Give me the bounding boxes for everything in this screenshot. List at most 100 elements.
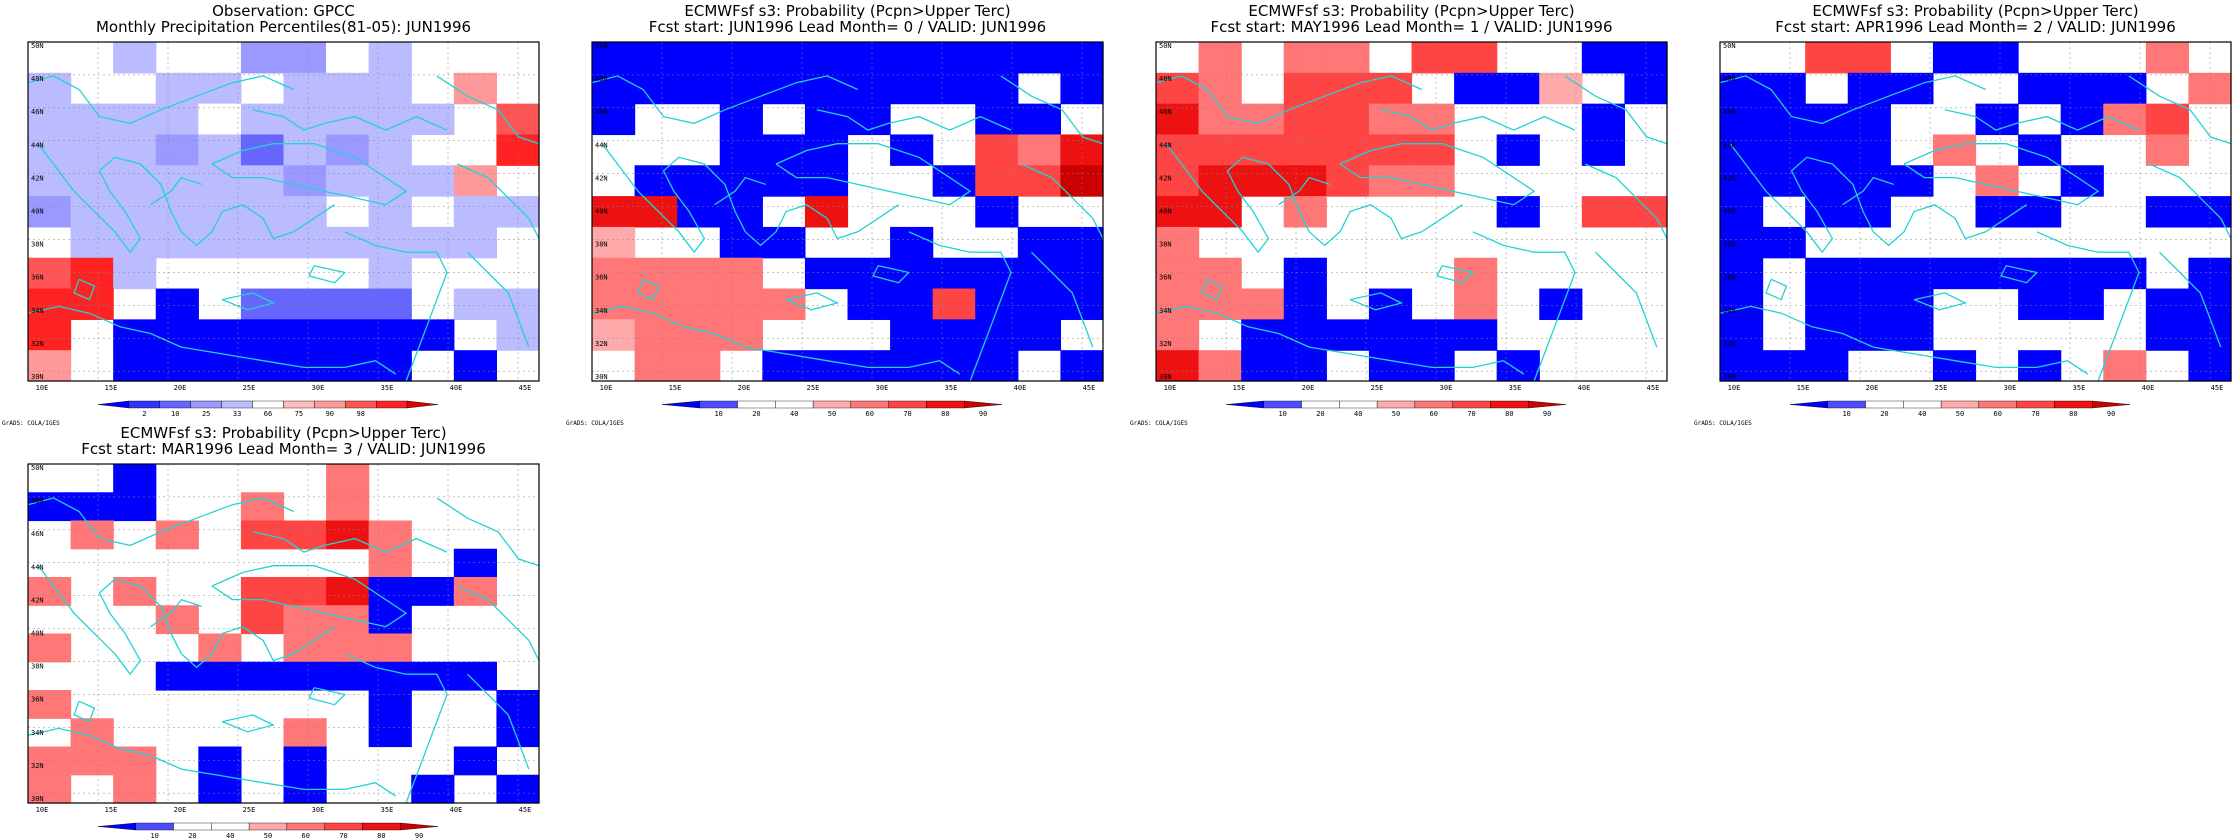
colorbar-tick-label: 80 [2069, 410, 2077, 418]
coastline [37, 565, 182, 676]
grid-cell [2018, 288, 2062, 320]
grid-cell [634, 319, 678, 351]
grid-cell [368, 605, 412, 635]
colorbar-tick-label: 90 [415, 832, 423, 840]
grid-cell [283, 350, 327, 382]
grid-cell [1326, 165, 1370, 197]
grid-cell [28, 257, 72, 290]
grid-cell [1454, 42, 1498, 74]
lon-tick-label: 15E [105, 384, 118, 392]
lon-tick-label: 45E [1083, 384, 1096, 392]
colorbar-arrow-right [964, 400, 1003, 409]
lon-tick-label: 15E [1233, 384, 1246, 392]
coastline [180, 625, 335, 669]
colorbar-segment [1978, 400, 2017, 409]
coastline [73, 278, 96, 301]
grid-cell [1581, 42, 1626, 74]
grid-cell [2018, 72, 2062, 105]
map-frame [27, 41, 540, 382]
grid-cell [240, 661, 285, 691]
colorbar-segment [1376, 400, 1416, 409]
coastline [252, 531, 448, 553]
colorbar-tick-label: 66 [264, 410, 272, 418]
grid-cell [719, 42, 763, 74]
grid-cell [326, 633, 370, 663]
grid-cell [1156, 319, 1200, 351]
grid-cell [2060, 72, 2104, 105]
lat-tick-label: 42N [31, 596, 44, 604]
grid-cell [2188, 319, 2232, 351]
lat-tick-label: 34N [1159, 307, 1172, 315]
coastline [816, 109, 1012, 131]
grid-cell [198, 661, 242, 691]
coastline [1903, 143, 2100, 206]
grid-cell [283, 196, 327, 228]
grid-cell [70, 165, 114, 197]
colorbar-tick-label: 25 [202, 410, 210, 418]
grid-cell [326, 72, 370, 105]
lat-tick-label: 40N [1723, 208, 1736, 216]
grid-cell [1581, 134, 1626, 166]
coastline [37, 143, 182, 254]
grid-cell [592, 196, 636, 228]
grid-cell [240, 226, 285, 259]
grid-cell [1454, 257, 1498, 290]
lat-tick-label: 48N [1159, 75, 1172, 83]
grid-cell [28, 103, 72, 136]
colorbar-tick-label: 70 [339, 832, 347, 840]
grid-cell [1720, 165, 1764, 197]
grid-cell [326, 226, 370, 259]
coastline [1872, 203, 2027, 247]
coastline [150, 598, 202, 628]
colorbar-arrow-right [1528, 400, 1567, 409]
grid-cell [1411, 134, 1455, 166]
lon-tick-label: 45E [2211, 384, 2224, 392]
coastline [1944, 109, 2140, 131]
colorbar-segment [1301, 400, 1340, 409]
lat-tick-label: 46N [595, 108, 608, 116]
lat-tick-label: 46N [31, 108, 44, 116]
map-frame [1719, 41, 2232, 382]
lat-tick-label: 50N [1159, 42, 1172, 50]
grid-cell [283, 226, 327, 259]
colorbar-segment [286, 822, 325, 831]
grid-cell [453, 72, 498, 105]
colorbar-arrow-right [406, 400, 439, 409]
grid-cell [240, 492, 285, 522]
grid-cell [719, 72, 763, 105]
colorbar-tick-label: 50 [828, 410, 836, 418]
lat-tick-label: 36N [31, 696, 44, 704]
grid-cell [1198, 196, 1242, 228]
grid-cell [198, 350, 242, 382]
grid-cell [1411, 350, 1455, 382]
grid-cell [1156, 196, 1200, 228]
colorbar-segment [314, 400, 346, 409]
grid-cell [890, 226, 934, 259]
grid-cell [368, 577, 412, 606]
coastline [1339, 143, 1536, 206]
colorbar-segment [1940, 400, 1980, 409]
coastline [1842, 176, 1894, 206]
grid-cell [847, 257, 891, 290]
panel-title-line1: ECMWFsf s3: Probability (Pcpn>Upper Terc… [120, 424, 446, 442]
lon-tick-label: 10E [1164, 384, 1177, 392]
colorbar-segment [283, 400, 315, 409]
coastline [714, 176, 766, 206]
panel-title-line2: Fcst start: MAY1996 Lead Month= 1 / VALI… [1210, 18, 1612, 36]
grid-cell [890, 350, 934, 382]
colorbar-arrow-right [400, 822, 439, 831]
grid-cell [496, 718, 540, 748]
grid-cell [1283, 257, 1327, 290]
colorbar-tick-label: 75 [295, 410, 303, 418]
lat-tick-label: 36N [1723, 274, 1736, 282]
lat-tick-label: 30N [595, 373, 608, 381]
grid-cell [1368, 350, 1413, 382]
grid-cell [155, 134, 199, 166]
grid-cell [677, 257, 721, 290]
grid-cell [1017, 226, 1062, 259]
lat-tick-label: 42N [31, 174, 44, 182]
colorbar-segment [812, 400, 852, 409]
colorbar-tick-label: 70 [903, 410, 911, 418]
colorbar-tick-label: 10 [1842, 410, 1850, 418]
grid-cell [70, 492, 114, 522]
